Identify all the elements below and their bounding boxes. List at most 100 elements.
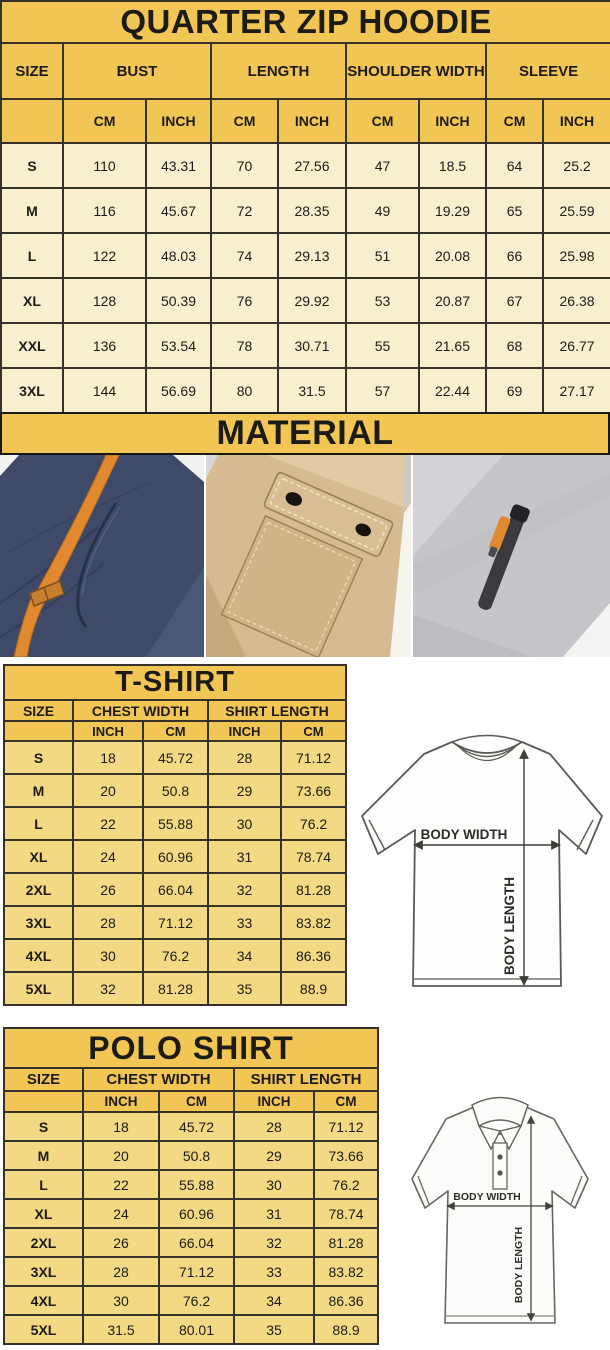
size-column-header: SIZE: [3, 1067, 84, 1092]
table-row: XXL 136 53.54 78 30.71 55 21.65 68 26.77: [0, 322, 610, 369]
unit-header: INCH: [233, 1090, 315, 1113]
bust-column-header: BUST: [62, 42, 212, 100]
polo-collar: [471, 1096, 529, 1128]
measurement-cell: 50.39: [145, 277, 212, 324]
measurement-cell: 70: [210, 142, 279, 189]
measurement-cell: 55.88: [158, 1169, 235, 1200]
length-column-header: LENGTH: [210, 42, 347, 100]
measurement-cell: 32: [72, 971, 144, 1006]
measurement-cell: 80: [210, 367, 279, 414]
size-label: 2XL: [3, 1227, 84, 1258]
measurement-cell: 21.65: [418, 322, 487, 369]
size-label: M: [0, 187, 64, 234]
size-label: L: [0, 232, 64, 279]
measurement-cell: 31.5: [277, 367, 347, 414]
measurement-cell: 144: [62, 367, 147, 414]
measurement-cell: 34: [233, 1285, 315, 1316]
polo-placket: [492, 1142, 508, 1190]
measurement-cell: 45.67: [145, 187, 212, 234]
measurement-cell: 27.17: [541, 367, 610, 414]
unit-header: CM: [279, 720, 348, 742]
material-photo-navy-drawstring: [0, 455, 204, 657]
measurement-cell: 28: [82, 1256, 160, 1287]
measurement-cell: 51: [345, 232, 420, 279]
measurement-cell: 73.66: [312, 1140, 380, 1171]
measurement-cell: 116: [62, 187, 147, 234]
measurement-cell: 67: [485, 277, 544, 324]
size-label: S: [3, 740, 74, 775]
table-row: SIZE CHEST WIDTH SHIRT LENGTH: [3, 699, 348, 722]
measurement-cell: 57: [345, 367, 420, 414]
size-label: 4XL: [3, 1285, 84, 1316]
measurement-cell: 28: [207, 740, 282, 775]
size-label: S: [0, 142, 64, 189]
measurement-cell: 66: [485, 232, 544, 279]
polo-title: POLO SHIRT: [2, 1027, 380, 1069]
measurement-cell: 35: [207, 971, 282, 1006]
size-column-header: SIZE: [3, 699, 74, 722]
table-row: 3XL 28 71.12 33 83.82: [3, 1256, 380, 1287]
measurement-cell: 35: [233, 1314, 315, 1345]
measurement-cell: 26.38: [541, 277, 610, 324]
measurement-cell: 53: [345, 277, 420, 324]
measurement-cell: 50.8: [158, 1140, 235, 1171]
size-label: L: [3, 806, 74, 841]
measurement-cell: 55.88: [142, 806, 209, 841]
measurement-cell: 76.2: [312, 1169, 380, 1200]
unit-header: INCH: [277, 98, 347, 144]
measurement-cell: 28.35: [277, 187, 347, 234]
material-photo-khaki-pocket: [206, 455, 411, 657]
measurement-cell: 74: [210, 232, 279, 279]
body-width-label: BODY WIDTH: [421, 827, 508, 842]
unit-header: INCH: [541, 98, 610, 144]
tshirt-size-table: T-SHIRT SIZE CHEST WIDTH SHIRT LENGTH IN…: [2, 664, 348, 1006]
measurement-cell: 73.66: [279, 773, 348, 808]
polo-table-header: POLO SHIRT SIZE CHEST WIDTH SHIRT LENGTH…: [2, 1027, 380, 1113]
measurement-cell: 29.92: [277, 277, 347, 324]
measurement-cell: 30: [233, 1169, 315, 1200]
measurement-cell: 24: [82, 1198, 160, 1229]
size-label: XL: [3, 1198, 84, 1229]
empty-cell: [3, 720, 74, 742]
material-photo-gray-zipper: [413, 455, 610, 657]
size-label: 3XL: [0, 367, 64, 414]
measurement-cell: 20.08: [418, 232, 487, 279]
measurement-cell: 78.74: [312, 1198, 380, 1229]
measurement-cell: 76: [210, 277, 279, 324]
empty-cell: [3, 1090, 84, 1113]
table-row: M 116 45.67 72 28.35 49 19.29 65 25.59: [0, 187, 610, 234]
measurement-cell: 20: [72, 773, 144, 808]
size-label: 5XL: [3, 971, 74, 1006]
unit-header: INCH: [145, 98, 212, 144]
size-label: 3XL: [3, 1256, 84, 1287]
measurement-cell: 26: [72, 872, 144, 907]
measurement-cell: 30: [82, 1285, 160, 1316]
size-label: M: [3, 773, 74, 808]
table-row: L 22 55.88 30 76.2: [3, 1169, 380, 1200]
measurement-cell: 136: [62, 322, 147, 369]
unit-header: CM: [345, 98, 420, 144]
table-row: S 18 45.72 28 71.12: [3, 1111, 380, 1142]
tshirt-table-header: T-SHIRT SIZE CHEST WIDTH SHIRT LENGTH IN…: [2, 664, 348, 742]
measurement-cell: 22.44: [418, 367, 487, 414]
size-label: 4XL: [3, 938, 74, 973]
size-label: 5XL: [3, 1314, 84, 1345]
table-row: S 18 45.72 28 71.12: [3, 740, 348, 775]
measurement-cell: 86.36: [279, 938, 348, 973]
unit-header: INCH: [82, 1090, 160, 1113]
measurement-cell: 30.71: [277, 322, 347, 369]
measurement-cell: 68: [485, 322, 544, 369]
measurement-cell: 31: [207, 839, 282, 874]
size-column-header: SIZE: [0, 42, 64, 100]
measurement-cell: 25.2: [541, 142, 610, 189]
measurement-cell: 47: [345, 142, 420, 189]
measurement-cell: 31: [233, 1198, 315, 1229]
chest-width-column-header: CHEST WIDTH: [72, 699, 209, 722]
table-row: 3XL 28 71.12 33 83.82: [3, 905, 348, 940]
measurement-cell: 50.8: [142, 773, 209, 808]
table-row: 4XL 30 76.2 34 86.36: [3, 1285, 380, 1316]
measurement-cell: 25.59: [541, 187, 610, 234]
material-title: MATERIAL: [216, 414, 394, 452]
hoodie-size-table: QUARTER ZIP HOODIE SIZE BUST LENGTH SHOU…: [0, 0, 610, 414]
measurement-cell: 34: [207, 938, 282, 973]
